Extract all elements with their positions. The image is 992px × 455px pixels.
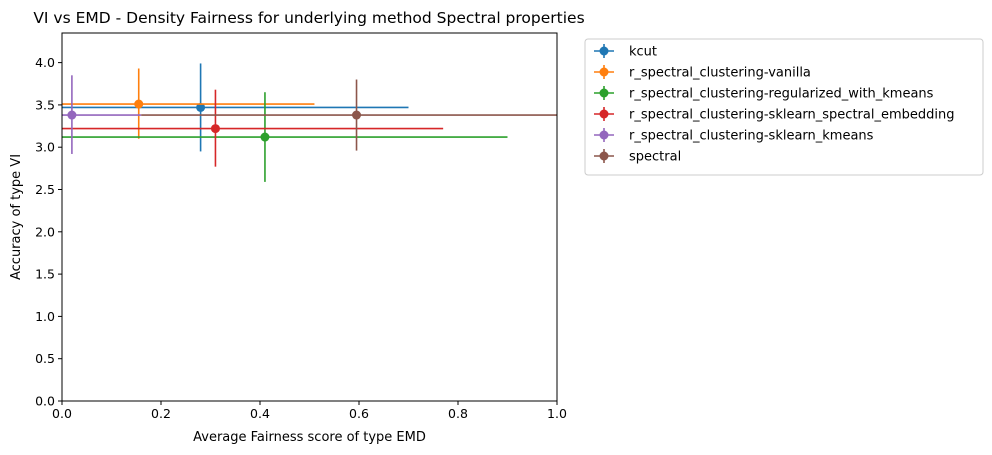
data-point bbox=[134, 99, 144, 109]
y-axis-label: Accuracy of type VI bbox=[9, 154, 24, 280]
series-r_spectral_clustering-vanilla bbox=[62, 68, 315, 139]
data-point bbox=[352, 110, 362, 120]
legend-label: r_spectral_clustering-sklearn_kmeans bbox=[629, 129, 874, 144]
legend-item: spectral bbox=[594, 149, 681, 165]
legend-item: r_spectral_clustering-regularized_with_k… bbox=[594, 86, 934, 102]
y-tick-label: 0.0 bbox=[35, 394, 55, 409]
legend-marker bbox=[599, 109, 609, 119]
y-tick-label: 2.5 bbox=[35, 182, 55, 197]
x-axis-label: Average Fairness score of type EMD bbox=[193, 430, 426, 445]
y-tick-label: 2.0 bbox=[35, 224, 55, 239]
data-point bbox=[260, 132, 270, 142]
x-tick-label: 0.8 bbox=[448, 406, 468, 421]
legend-item: r_spectral_clustering-sklearn_kmeans bbox=[594, 128, 874, 144]
y-tick-label: 3.5 bbox=[35, 97, 55, 112]
legend-label: r_spectral_clustering-sklearn_spectral_e… bbox=[629, 108, 954, 123]
plot-layer bbox=[62, 63, 557, 182]
legend-frame bbox=[584, 38, 984, 176]
series-spectral bbox=[141, 79, 557, 151]
plot-frame bbox=[61, 32, 558, 402]
legend-item: kcut bbox=[594, 44, 657, 60]
x-axis-ticks: 0.0 0.2 0.4 0.6 0.8 1.0 bbox=[52, 401, 567, 421]
data-point bbox=[196, 102, 206, 112]
x-tick-label: 0.2 bbox=[151, 406, 171, 421]
legend-marker bbox=[599, 151, 609, 161]
legend-label: r_spectral_clustering-vanilla bbox=[629, 66, 811, 81]
data-point bbox=[67, 110, 77, 120]
y-tick-label: 4.0 bbox=[35, 55, 55, 70]
legend-label: r_spectral_clustering-regularized_with_k… bbox=[629, 87, 934, 102]
legend-marker bbox=[599, 130, 609, 140]
series-r_spectral_clustering-regularized_with_kmeans bbox=[62, 92, 508, 182]
legend-item: r_spectral_clustering-vanilla bbox=[594, 65, 811, 81]
x-tick-label: 0.6 bbox=[349, 406, 369, 421]
x-tick-label: 0.0 bbox=[52, 406, 72, 421]
data-point bbox=[210, 124, 220, 134]
legend-item: r_spectral_clustering-sklearn_spectral_e… bbox=[594, 107, 954, 123]
y-tick-label: 0.5 bbox=[35, 351, 55, 366]
y-tick-label: 3.0 bbox=[35, 140, 55, 155]
chart-title: VI vs EMD - Density Fairness for underly… bbox=[33, 9, 584, 27]
series-r_spectral_clustering-sklearn_spectral_embedding bbox=[62, 89, 444, 167]
y-tick-label: 1.5 bbox=[35, 267, 55, 282]
y-axis-ticks: 0.0 0.5 1.0 1.5 2.0 2.5 3.0 3.5 4.0 bbox=[35, 55, 62, 409]
x-tick-label: 0.4 bbox=[250, 406, 270, 421]
legend-marker bbox=[599, 67, 609, 77]
legend-marker bbox=[599, 46, 609, 56]
y-tick-label: 1.0 bbox=[35, 309, 55, 324]
legend-marker bbox=[599, 88, 609, 98]
legend-label: kcut bbox=[629, 45, 657, 60]
legend-label: spectral bbox=[629, 150, 681, 165]
series-r_spectral_clustering-sklearn_kmeans bbox=[62, 75, 142, 154]
x-tick-label: 1.0 bbox=[547, 406, 567, 421]
legend: kcut r_spectral_clustering-vanilla r_spect… bbox=[584, 38, 984, 176]
